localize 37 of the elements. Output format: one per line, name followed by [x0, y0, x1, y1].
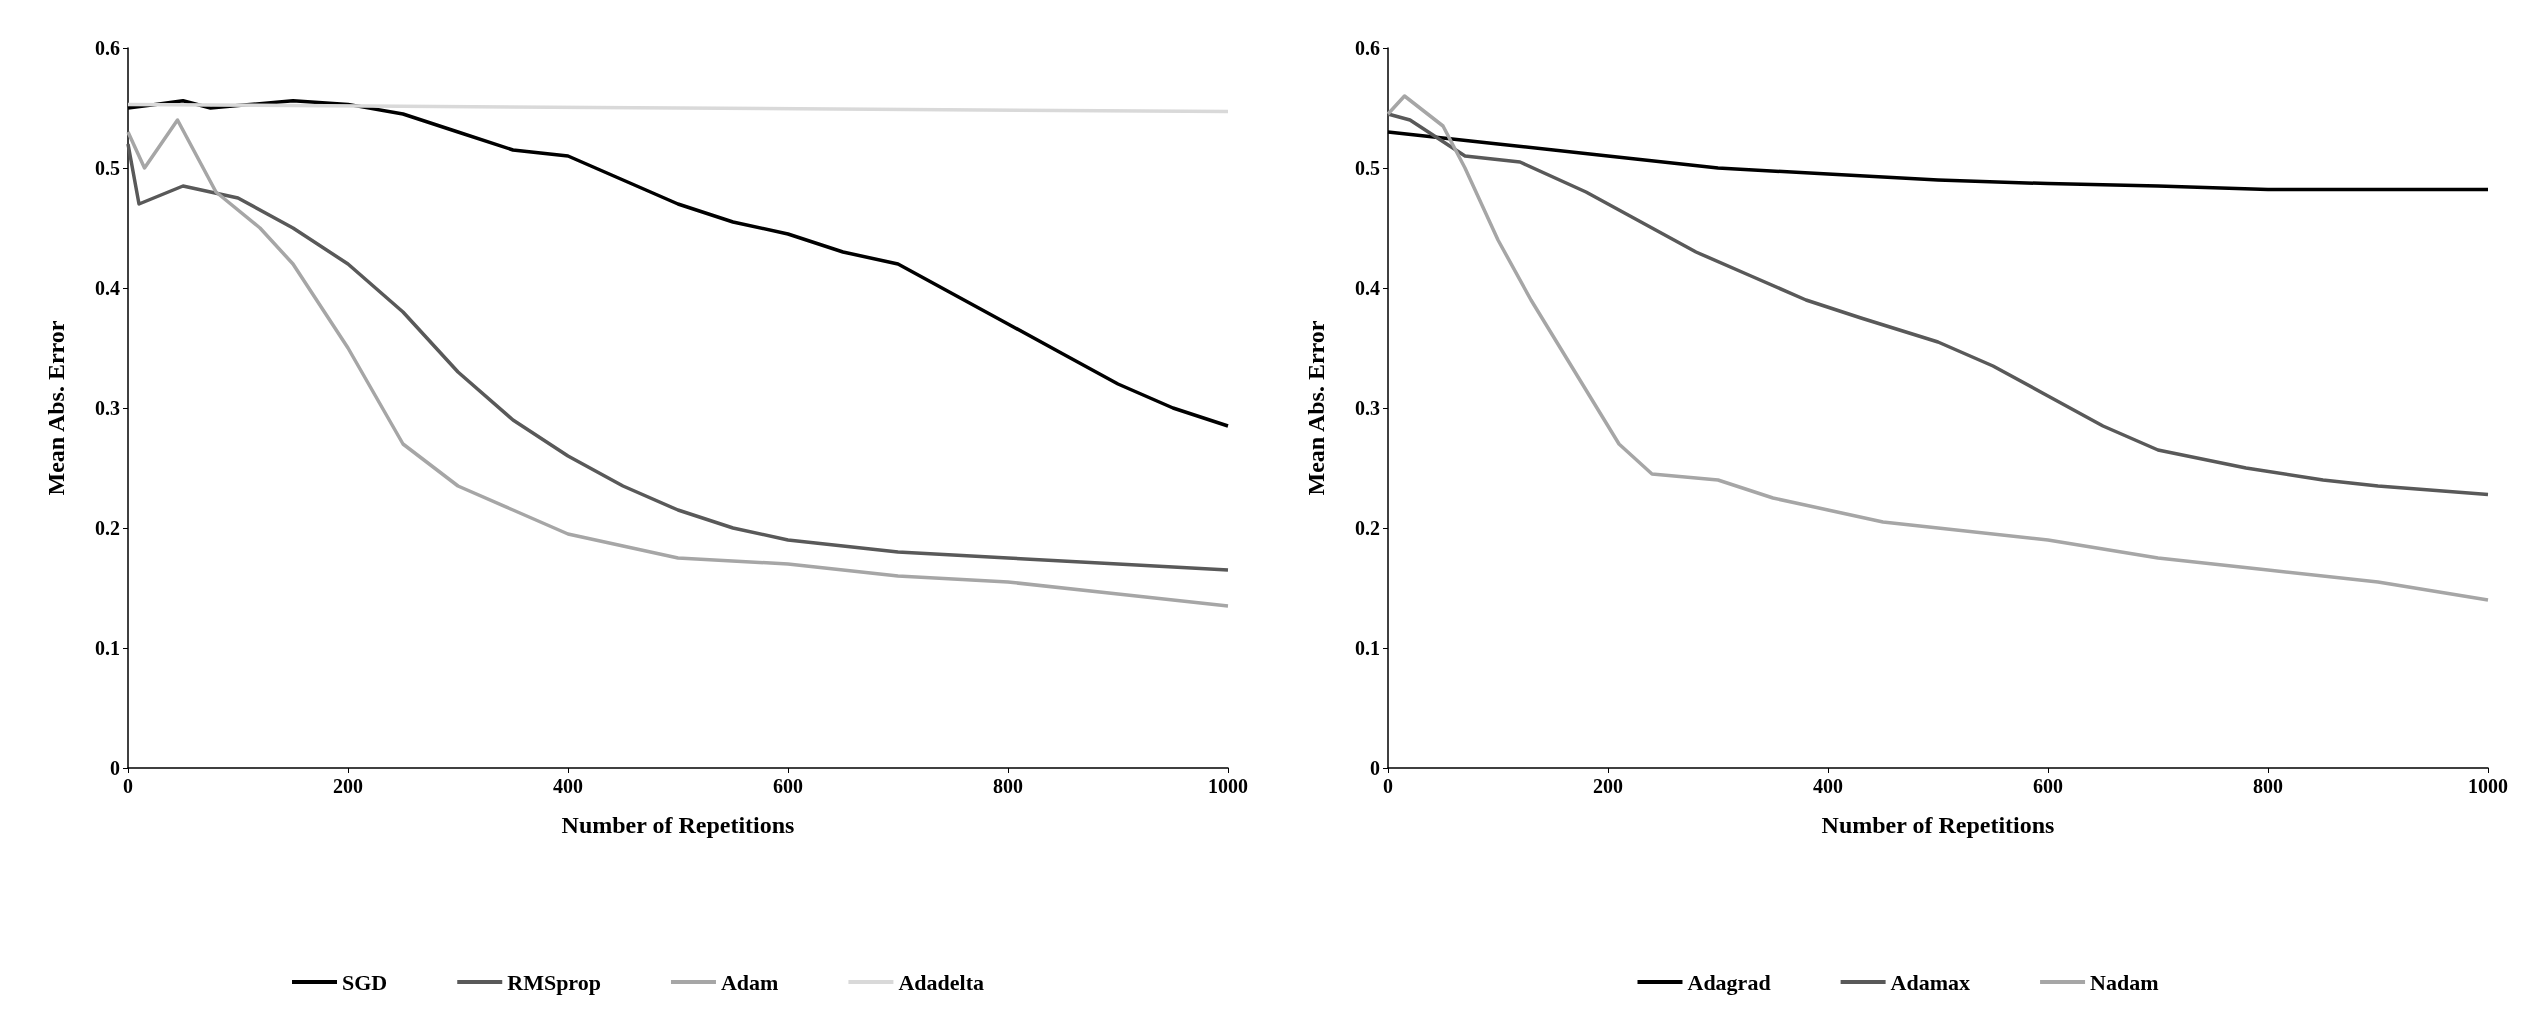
line-series — [1386, 94, 2490, 602]
y-axis-title: Mean Abs. Error — [43, 320, 69, 496]
y-tick-label: 0.4 — [1355, 277, 1380, 299]
y-tick-label: 0 — [110, 757, 120, 779]
legend-label: Adam — [720, 969, 779, 995]
x-tick-label: 1000 — [2468, 775, 2508, 797]
legend-label: Adagrad — [1687, 969, 1771, 995]
y-axis-title: Mean Abs. Error — [1303, 320, 1329, 496]
y-tick-label: 0.2 — [1355, 517, 1380, 539]
x-tick-label: 200 — [1593, 775, 1623, 797]
y-tick-label: 0.4 — [95, 277, 120, 299]
legend-label: Adadelta — [898, 969, 984, 995]
x-tick-label: 400 — [553, 775, 583, 797]
x-tick-label: 800 — [993, 775, 1023, 797]
x-axis-title: Number of Repetitions — [561, 812, 795, 838]
legend-label: RMSprop — [507, 969, 601, 995]
x-tick-label: 400 — [1813, 775, 1843, 797]
y-tick-label: 0.1 — [1355, 637, 1380, 659]
line-series — [1386, 112, 2490, 497]
x-axis-title: Number of Repetitions — [1821, 812, 2055, 838]
y-tick-label: 0.3 — [95, 397, 120, 419]
y-tick-label: 0.2 — [95, 517, 120, 539]
y-tick-label: 0.6 — [1355, 37, 1380, 59]
legend-label: Adamax — [1890, 969, 1971, 995]
y-tick-label: 0.1 — [95, 637, 120, 659]
legend-label: Nadam — [2090, 969, 2159, 995]
y-tick-label: 0.3 — [1355, 397, 1380, 419]
y-tick-label: 0.6 — [95, 37, 120, 59]
x-tick-label: 1000 — [1208, 775, 1248, 797]
x-tick-label: 600 — [2033, 775, 2063, 797]
y-tick-label: 0.5 — [95, 157, 120, 179]
y-tick-label: 0 — [1370, 757, 1380, 779]
y-tick-label: 0.5 — [1355, 157, 1380, 179]
x-tick-label: 800 — [2253, 775, 2283, 797]
x-tick-label: 200 — [333, 775, 363, 797]
x-tick-label: 600 — [773, 775, 803, 797]
legend-label: SGD — [342, 969, 388, 995]
